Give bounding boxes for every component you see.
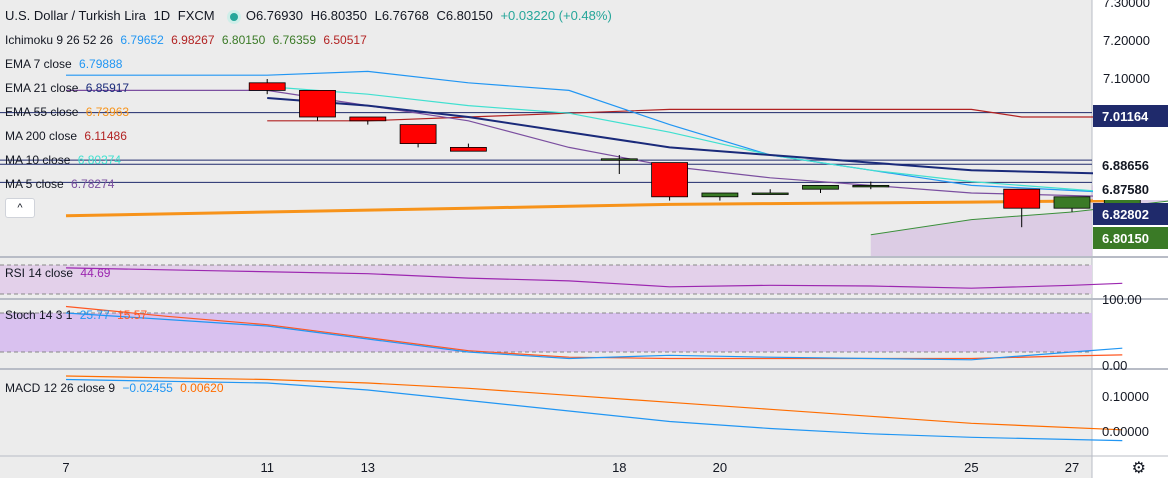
ma10-line [267,86,1123,194]
candle-body [1053,196,1091,209]
candle-body [852,184,890,188]
market-status-icon [230,12,239,21]
candle-body [651,162,688,198]
symbol-name: U.S. Dollar / Turkish Lira [5,8,146,23]
time-tick-label: 13 [361,460,375,475]
candle-body [802,184,839,190]
macd-line [65,378,1123,442]
price-tick-label: 7.20000 [1103,33,1150,48]
ema7-label: EMA 7 close [5,57,72,71]
ma5-label: MA 5 close [5,177,64,191]
ichimoku-base: 6.98267 [171,33,215,47]
stoch-k-value: 25.77 [79,308,110,322]
ichimoku-lagging: 6.80150 [221,33,266,47]
rsi-axis-label: 100.00 [1102,292,1142,307]
ema7-value: 6.79888 [79,57,123,71]
ema7-line [66,70,1123,194]
ema55-value: 6.73963 [85,105,130,119]
open-value: O6.76930 [245,8,303,23]
ema21-legend[interactable]: EMA 21 close 6.85917 [5,81,133,95]
stoch-k-line [65,312,1123,361]
candle-body [449,146,487,152]
ma10-label: MA 10 close [5,153,71,167]
macd-value: −0.02455 [122,381,173,395]
price-label-text: 6.82802 [1102,207,1149,222]
macd-signal-line [65,375,1123,431]
candle-body [349,116,387,122]
candle-body [701,192,739,198]
interval-label: 1D [153,8,171,23]
time-tick-label: 18 [612,460,626,475]
price-label-text: 6.88656 [1102,158,1149,173]
ema21-value: 6.85917 [85,81,130,95]
time-tick-label: 11 [260,460,274,475]
candle-body [299,90,336,118]
candle-body [751,192,789,195]
rsi-value: 44.69 [80,266,111,280]
price-label-text: 6.87580 [1102,182,1149,197]
candle-body [1003,188,1041,209]
macd-pane-bg [0,370,1092,456]
close-value: C6.80150 [436,8,493,23]
ma10-legend[interactable]: MA 10 close 6.80374 [5,153,125,167]
rsi-label: RSI 14 close [5,266,74,280]
time-tick-label: 7 [62,460,69,475]
stoch-axis-label: 0.00 [1102,358,1127,373]
stoch-band [0,313,1092,352]
ichimoku-lead-a: 6.76359 [272,33,317,47]
time-tick-label: 25 [964,460,978,475]
ema55-label: EMA 55 close [5,105,79,119]
ma200-label: MA 200 close [5,129,78,143]
ma5-value: 6.78274 [71,177,115,191]
ichimoku-lead-b: 6.50517 [323,33,367,47]
price-label-text: 6.80150 [1102,231,1149,246]
macd-axis-label: 0.00000 [1102,424,1149,439]
ichimoku-lead-line [870,200,1168,236]
stoch-label: Stoch 14 3 1 [5,308,73,322]
candle-body [399,124,437,144]
price-label-text: 7.01164 [1102,109,1149,124]
macd-axis-label: 0.10000 [1102,389,1149,404]
time-tick-label: 27 [1065,460,1079,475]
price-label-tag [1093,105,1168,127]
macd-legend[interactable]: MACD 12 26 close 9 −0.02455 0.00620 [5,381,228,395]
price-tick-label: 7.30000 [1103,0,1150,10]
macd-label: MACD 12 26 close 9 [5,381,116,395]
candle-body [600,158,638,161]
macd-signal-value: 0.00620 [180,381,224,395]
ichimoku-legend[interactable]: Ichimoku 9 26 52 26 6.79652 6.98267 6.80… [5,33,371,47]
ma200-legend[interactable]: MA 200 close 6.11486 [5,129,131,143]
exchange-label: FXCM [177,8,215,23]
ichimoku-label: Ichimoku 9 26 52 26 [5,33,114,47]
ma200-value: 6.11486 [84,129,127,143]
settings-gear-icon[interactable]: ⚙ [1131,460,1146,477]
ema55-legend[interactable]: EMA 55 close 6.73963 [5,105,133,119]
rsi-line [65,267,1123,289]
ema21-label: EMA 21 close [5,81,79,95]
price-label-tag [1093,154,1168,176]
stoch-legend[interactable]: Stoch 14 3 1 25.77 15.57 [5,308,151,322]
price-label-tag [1093,203,1168,225]
change-value: +0.03220 (+0.48%) [500,8,612,23]
ma5-legend[interactable]: MA 5 close 6.78274 [5,177,118,191]
candle-body [248,82,286,91]
ema55-line [65,199,1123,218]
price-tick-label: 7.10000 [1103,71,1150,86]
ichimoku-conversion: 6.79652 [120,33,164,47]
ema21-line [267,97,1123,175]
price-label-tag [1093,227,1168,249]
time-axis-bg [0,456,1092,478]
ma10-value: 6.80374 [77,153,122,167]
price-label-tag [1093,178,1168,200]
low-value: L6.76768 [374,8,429,23]
stoch-d-value: 15.57 [117,308,148,322]
time-tick-label: 20 [713,460,727,475]
high-value: H6.80350 [310,8,367,23]
ema7-legend[interactable]: EMA 7 close 6.79888 [5,57,126,71]
rsi-legend[interactable]: RSI 14 close 44.69 [5,266,114,280]
symbol-legend: U.S. Dollar / Turkish Lira 1D FXCM O6.76… [5,8,616,23]
collapse-legend-button[interactable]: ^ [5,198,35,218]
